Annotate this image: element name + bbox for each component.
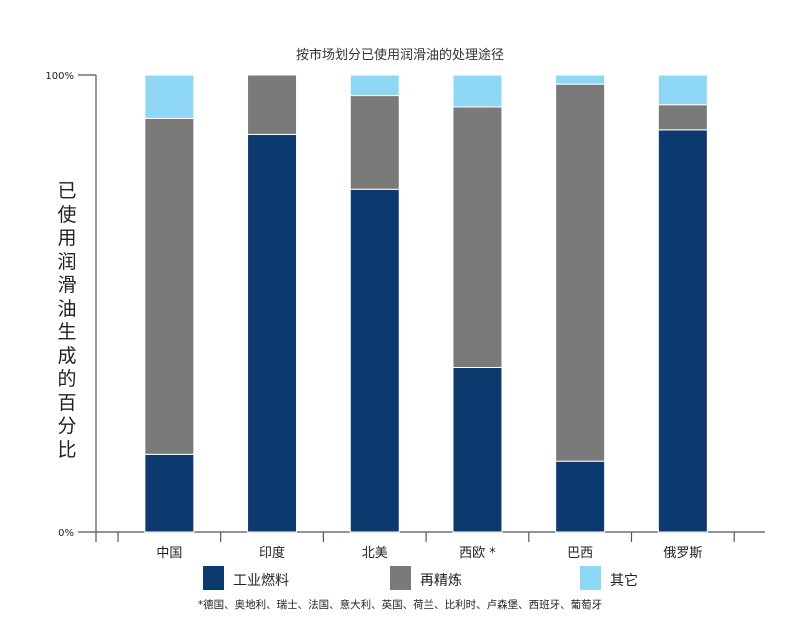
bar-segment-other	[657, 74, 708, 106]
bar-segment-industrial-fuel	[452, 366, 503, 533]
footnote: *德国、奥地利、瑞士、法国、意大利、英国、荷兰、比利时、卢森堡、西班牙、葡萄牙	[197, 599, 603, 611]
legend: 工业燃料 再精炼 其它	[0, 566, 800, 590]
bar-segment-industrial-fuel	[144, 453, 195, 533]
y-tick-label: 100%	[45, 71, 74, 82]
bar-segment-industrial-fuel	[247, 133, 298, 533]
bar-segment-other	[144, 74, 195, 119]
x-tick-label: 西欧 *	[459, 546, 496, 561]
bar-segment-industrial-fuel	[349, 188, 400, 533]
x-tick-label: 巴西	[567, 546, 593, 561]
legend-swatch	[203, 566, 224, 590]
y-axis-label: 已使用润滑油生成的百分比	[57, 180, 77, 461]
bar-segment-other	[555, 74, 606, 85]
chart-title: 按市场划分已使用润滑油的处理途径	[295, 48, 504, 63]
x-tick-label: 北美	[362, 546, 388, 561]
legend-swatch	[390, 566, 411, 590]
bar-segment-re-refining	[452, 106, 503, 368]
bar-segment-re-refining	[247, 74, 298, 135]
x-tick-label: 印度	[259, 545, 285, 561]
bar-segment-re-refining	[349, 95, 400, 190]
legend-swatch	[580, 566, 601, 590]
bar-segment-re-refining	[657, 104, 708, 131]
legend-label: 工业燃料	[233, 573, 289, 589]
bar-segment-other	[452, 74, 503, 108]
x-tick-label: 俄罗斯	[663, 546, 702, 561]
legend-label: 其它	[610, 573, 638, 589]
bar-segment-re-refining	[144, 117, 195, 455]
x-tick-label: 中国	[156, 546, 182, 561]
legend-label: 再精炼	[420, 573, 462, 589]
bar-segment-re-refining	[555, 83, 606, 462]
bar-segment-other	[349, 74, 400, 97]
bar-segment-industrial-fuel	[657, 129, 708, 533]
y-tick-label: 0%	[58, 528, 74, 539]
bar-segment-industrial-fuel	[555, 460, 606, 533]
